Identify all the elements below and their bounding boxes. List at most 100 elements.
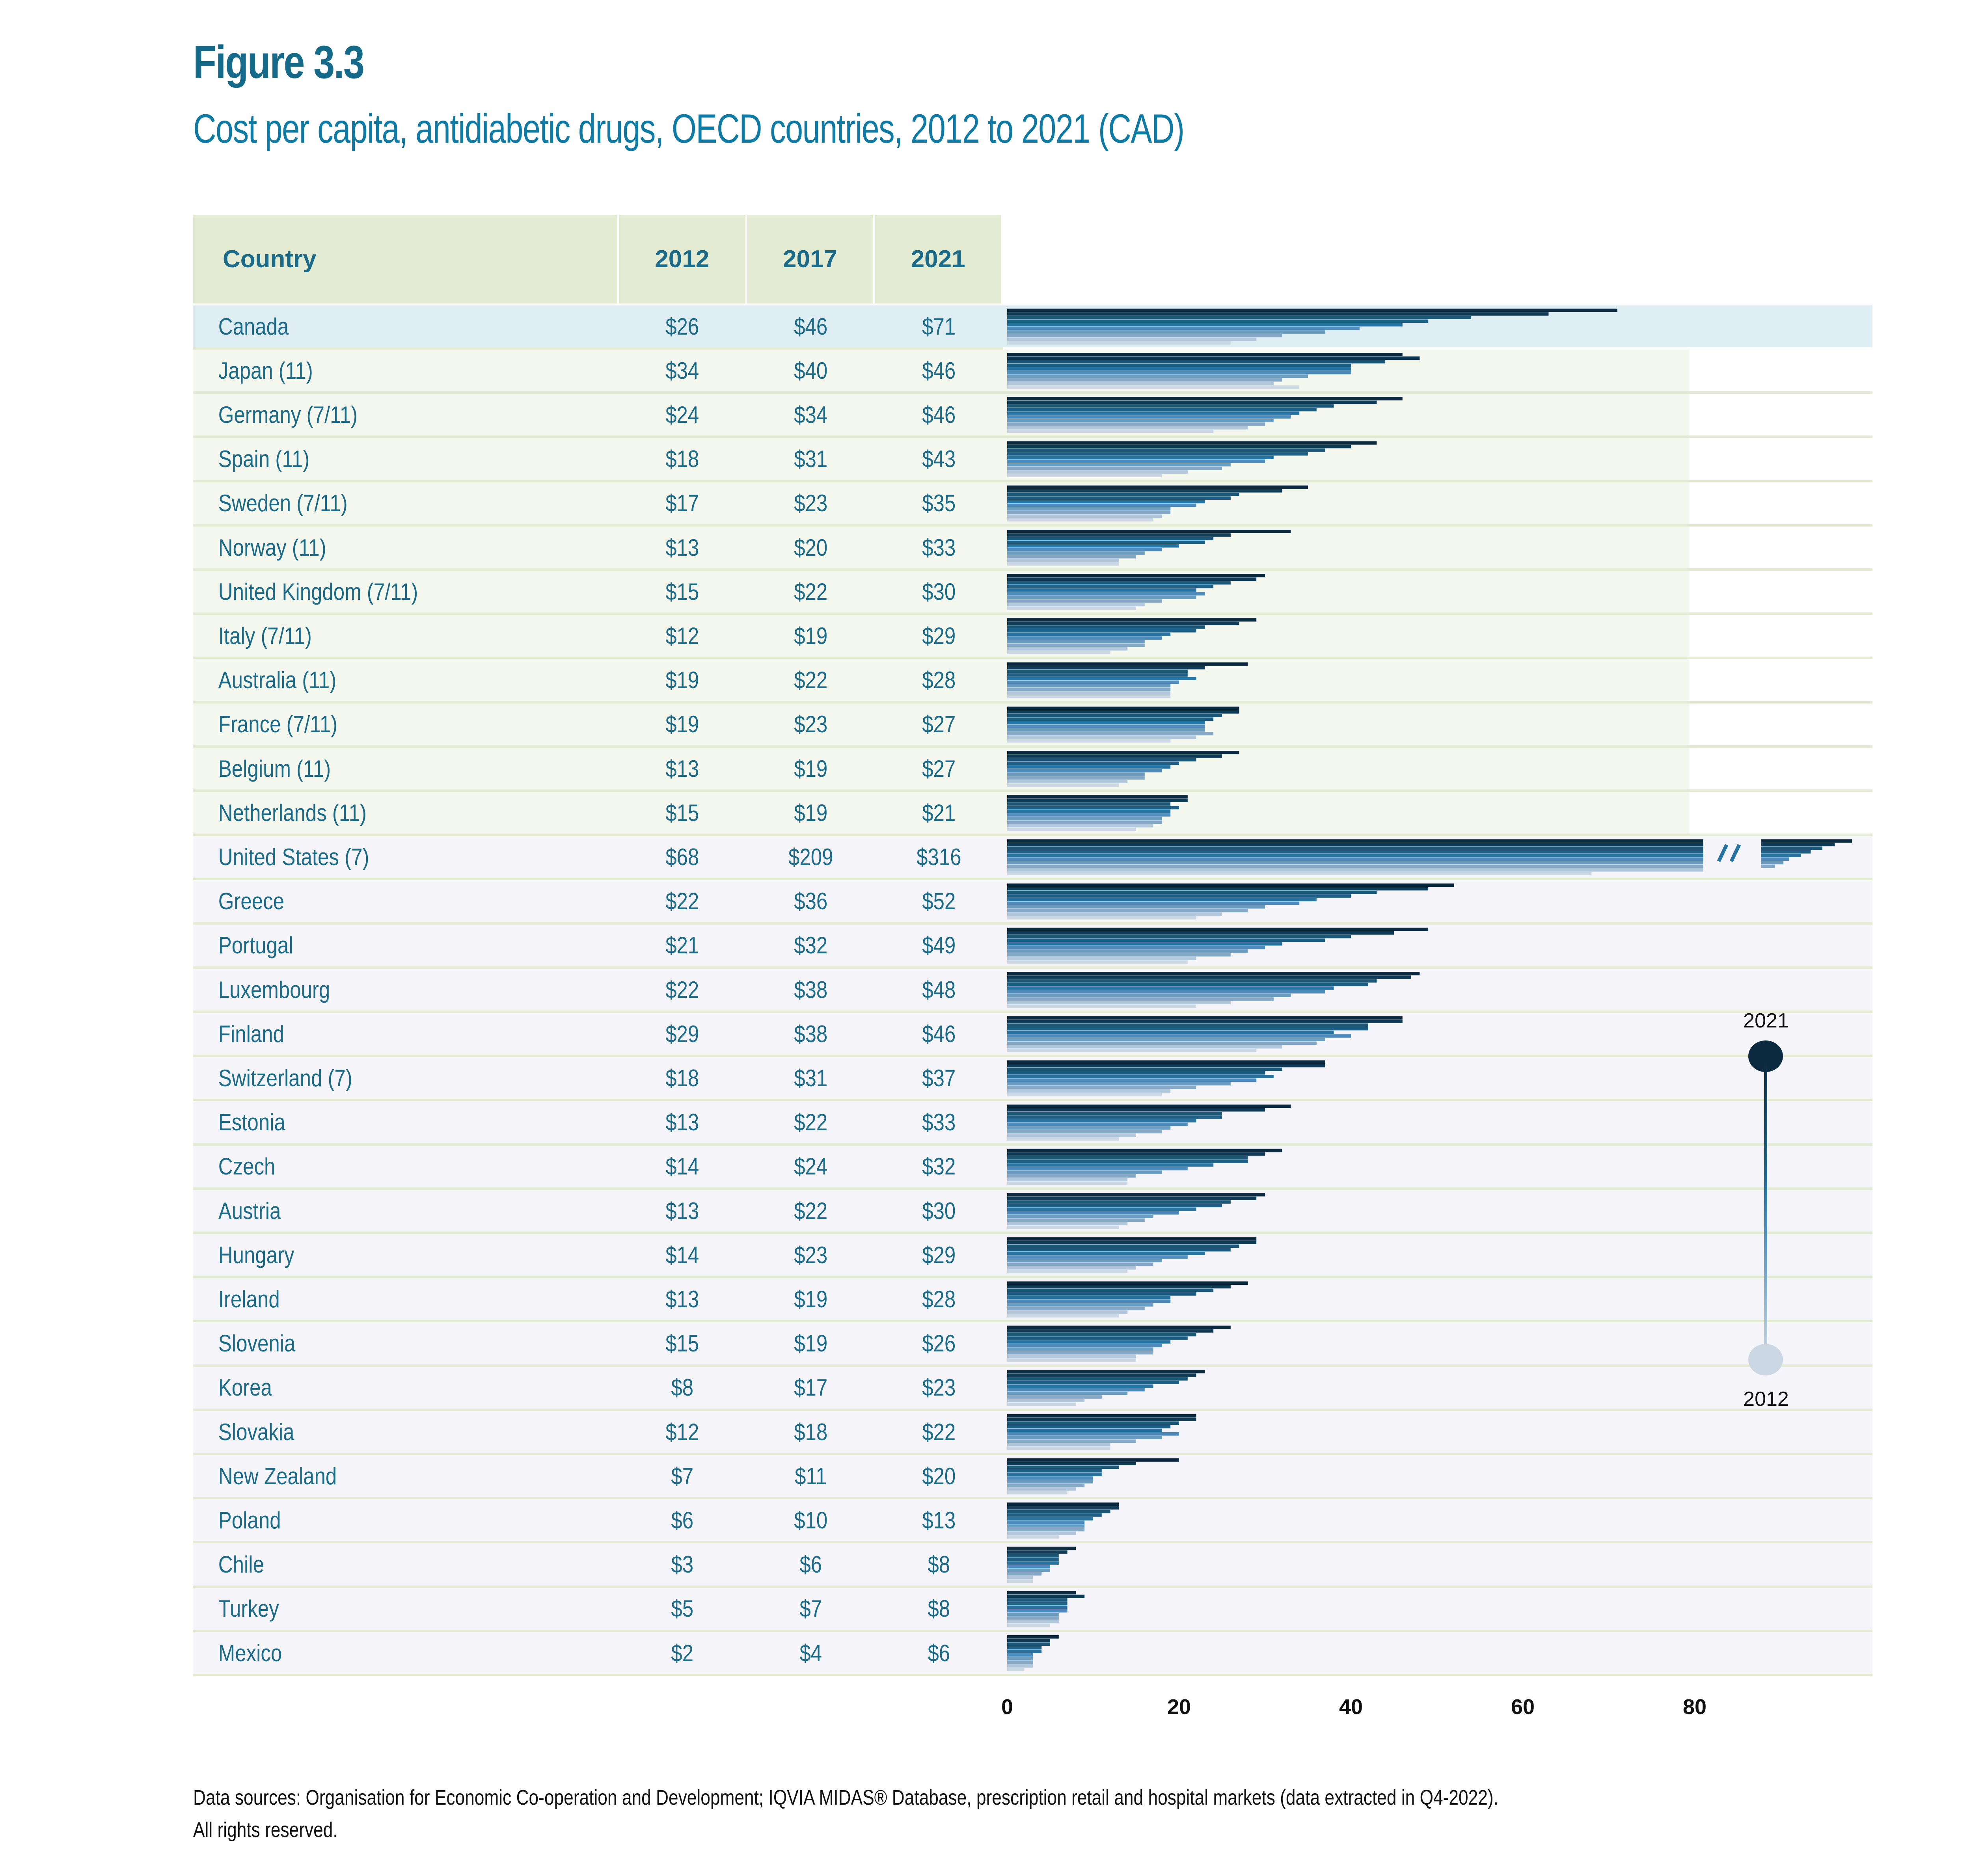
row-divider [193,480,1872,482]
bar-2016 [1007,503,1196,507]
bar-2015 [1007,1303,1153,1307]
value-2017: $4 [799,1640,822,1666]
bar-2013 [1007,1178,1128,1181]
bar-2012 [1007,1181,1128,1185]
bar-2019 [1007,316,1472,319]
value-2012: $7 [671,1463,694,1489]
bar-2016 [1007,459,1265,463]
bar-2019 [1007,891,1377,894]
value-2012: $14 [665,1153,699,1180]
value-2017: $23 [794,1241,828,1268]
bar-2021 [1007,1237,1257,1241]
row-divider [193,1320,1872,1323]
bar-2012 [1007,739,1171,743]
bar-2018 [1007,1336,1188,1340]
bar-2017 [1007,411,1300,415]
bar-2013 [1007,691,1171,695]
bar-2016 [1007,1476,1093,1480]
bar-2019 [1007,537,1214,540]
bar-2020 [1007,400,1377,404]
bar-2012 [1007,385,1300,389]
bar-2021 [1007,1148,1282,1152]
bar-2017 [1007,323,1403,327]
bar-2019 [1007,758,1196,761]
bar-2012 [1007,828,1136,831]
bar-2012 [1007,1137,1119,1141]
value-2012: $8 [671,1374,694,1401]
row-background [193,350,1689,392]
bar-2016 [1007,1034,1351,1038]
country-name: Canada [218,313,289,340]
bar-2021 [1007,662,1248,666]
bar-2013 [1007,1664,1033,1668]
bar-2013 [1007,426,1248,430]
bar-2016 [1007,1432,1179,1436]
bar-2014 [1007,422,1265,426]
row-divider [193,1055,1872,1057]
bar-2021 [1007,1414,1196,1418]
axis-break-mark [1729,844,1741,862]
bar-2013 [1007,1045,1282,1049]
value-2012: $68 [665,843,699,870]
bar-2014 [1007,643,1145,647]
bar-2014 [1007,1395,1102,1399]
country-name: Australia (11) [218,667,337,694]
bar-2020 [1007,931,1394,935]
bar-2018-continued [1761,850,1811,854]
bar-2018 [1007,1159,1248,1163]
bar-2013 [1007,824,1153,828]
country-name: Sweden (7/11) [218,490,348,517]
bar-2020 [1007,1639,1050,1642]
bar-2016 [1007,1299,1171,1303]
bar-2020 [1007,312,1549,316]
bar-2020 [1007,489,1282,493]
value-2012: $29 [665,1020,699,1047]
bar-2021 [1007,574,1265,577]
row-divider [193,922,1872,925]
bar-2018 [1007,540,1205,544]
country-name: United States (7) [218,843,369,870]
bar-2018 [1007,629,1196,633]
value-2012: $13 [665,1109,699,1136]
bar-2020 [1007,1020,1403,1023]
bar-2021 [1007,397,1403,400]
bar-2012 [1007,695,1171,698]
bar-2020 [1007,1550,1067,1554]
value-2021: $22 [922,1418,956,1445]
bar-2017 [1007,986,1334,990]
bar-2013 [1007,470,1188,474]
x-tick-label: 20 [1167,1695,1191,1719]
bar-2021 [1007,1635,1059,1639]
bar-2017 [1007,1517,1093,1521]
bar-2013 [1007,558,1119,562]
bar-2016 [1007,1565,1050,1569]
value-2021: $46 [922,401,956,428]
bar-2013 [1007,1487,1076,1491]
bar-2020 [1007,356,1420,360]
table-row: France (7/11) $19 $23 $27 [193,703,1872,748]
value-2017: $40 [794,357,828,384]
bar-2016 [1007,1388,1145,1392]
value-2021: $8 [928,1551,950,1578]
bar-2018 [1007,983,1368,986]
bar-2015 [1007,861,1703,865]
bar-2013 [1007,1089,1171,1093]
value-2012: $24 [665,401,699,428]
bar-2020 [1007,1329,1214,1333]
value-2021: $30 [922,1197,956,1224]
country-name: New Zealand [218,1463,337,1489]
bar-2012 [1007,1225,1119,1229]
bar-2019 [1007,670,1188,673]
value-2021: $46 [922,357,956,384]
bar-2017 [1007,1473,1102,1476]
bar-2014 [1007,864,1703,868]
bar-2016 [1007,1653,1033,1657]
bar-2020 [1007,887,1429,891]
bar-2021 [1007,309,1617,312]
bar-2019 [1007,404,1334,408]
bar-2012 [1007,916,1196,919]
value-2021: $27 [922,711,956,738]
value-2021: $27 [922,755,956,782]
value-2012: $22 [665,888,699,915]
value-2021: $48 [922,976,956,1003]
